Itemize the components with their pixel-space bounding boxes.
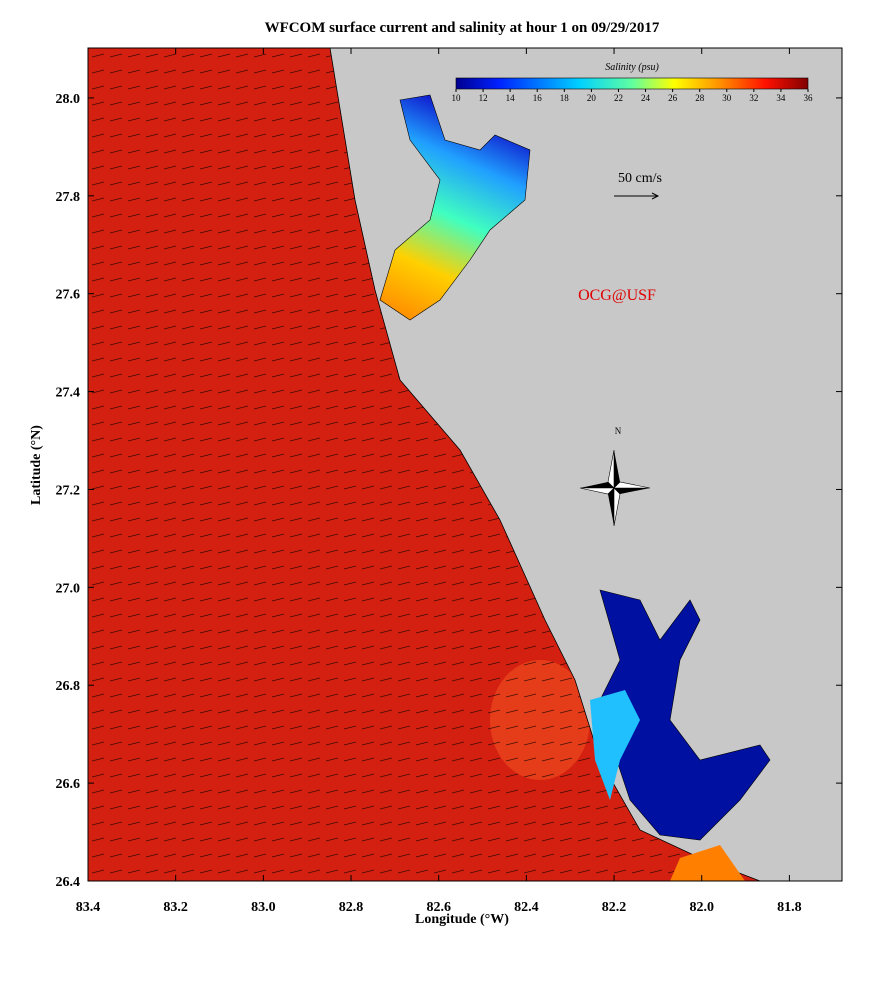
estero-bay (670, 845, 745, 881)
y-tick-label: 26.8 (56, 679, 81, 694)
colorbar-tick-label: 12 (479, 93, 488, 103)
pine-island-sound (590, 690, 640, 800)
colorbar-tick-label: 14 (506, 93, 516, 103)
colorbar (455, 77, 809, 90)
colorbar-tick-label: 20 (587, 93, 597, 103)
y-tick-label: 27.2 (56, 483, 81, 498)
y-tick-label: 27.0 (56, 581, 81, 596)
y-tick-label: 26.6 (56, 777, 81, 792)
y-tick-label: 28.0 (56, 92, 81, 107)
y-tick-label: 27.6 (56, 288, 81, 303)
y-axis-label: Latitude (°N) (29, 425, 44, 505)
tampa-bay (379, 94, 531, 321)
north-label: N (615, 426, 622, 436)
colorbar-tick-label: 22 (614, 93, 623, 103)
x-tick-label: 83.2 (163, 900, 188, 915)
y-tick-label: 26.4 (56, 875, 81, 890)
x-tick-label: 83.4 (76, 900, 101, 915)
colorbar-tick-label: 24 (641, 93, 651, 103)
y-tick-label: 27.8 (56, 190, 81, 205)
x-tick-label: 82.4 (514, 900, 539, 915)
colorbar-tick-label: 32 (749, 93, 758, 103)
plot-frame (87, 47, 843, 882)
x-tick-label: 82.6 (426, 900, 451, 915)
x-tick-label: 82.8 (339, 900, 364, 915)
x-axis-label: Longitude (°W) (415, 912, 509, 927)
scale-arrow-head (651, 192, 660, 200)
scale-label: 50 cm/s (618, 171, 662, 186)
title: WFCOM surface current and salinity at ho… (265, 20, 660, 36)
colorbar-tick-label: 10 (452, 93, 462, 103)
credit: OCG@USF (578, 287, 656, 304)
colorbar-tick-label: 34 (776, 93, 786, 103)
map-area (88, 48, 842, 881)
y-tick-label: 27.4 (56, 386, 81, 401)
x-tick-label: 82.2 (602, 900, 627, 915)
colorbar-tick-label: 26 (668, 93, 678, 103)
x-tick-label: 82.0 (689, 900, 714, 915)
colorbar-title: Salinity (psu) (605, 62, 659, 73)
colorbar-tick-label: 18 (560, 93, 570, 103)
compass (579, 449, 651, 527)
colorbar-tick-label: 36 (804, 93, 814, 103)
colorbar-tick-label: 16 (533, 93, 543, 103)
x-tick-label: 83.0 (251, 900, 276, 915)
x-tick-label: 81.8 (777, 900, 802, 915)
colorbar-tick-label: 30 (722, 93, 732, 103)
colorbar-tick-label: 28 (695, 93, 705, 103)
